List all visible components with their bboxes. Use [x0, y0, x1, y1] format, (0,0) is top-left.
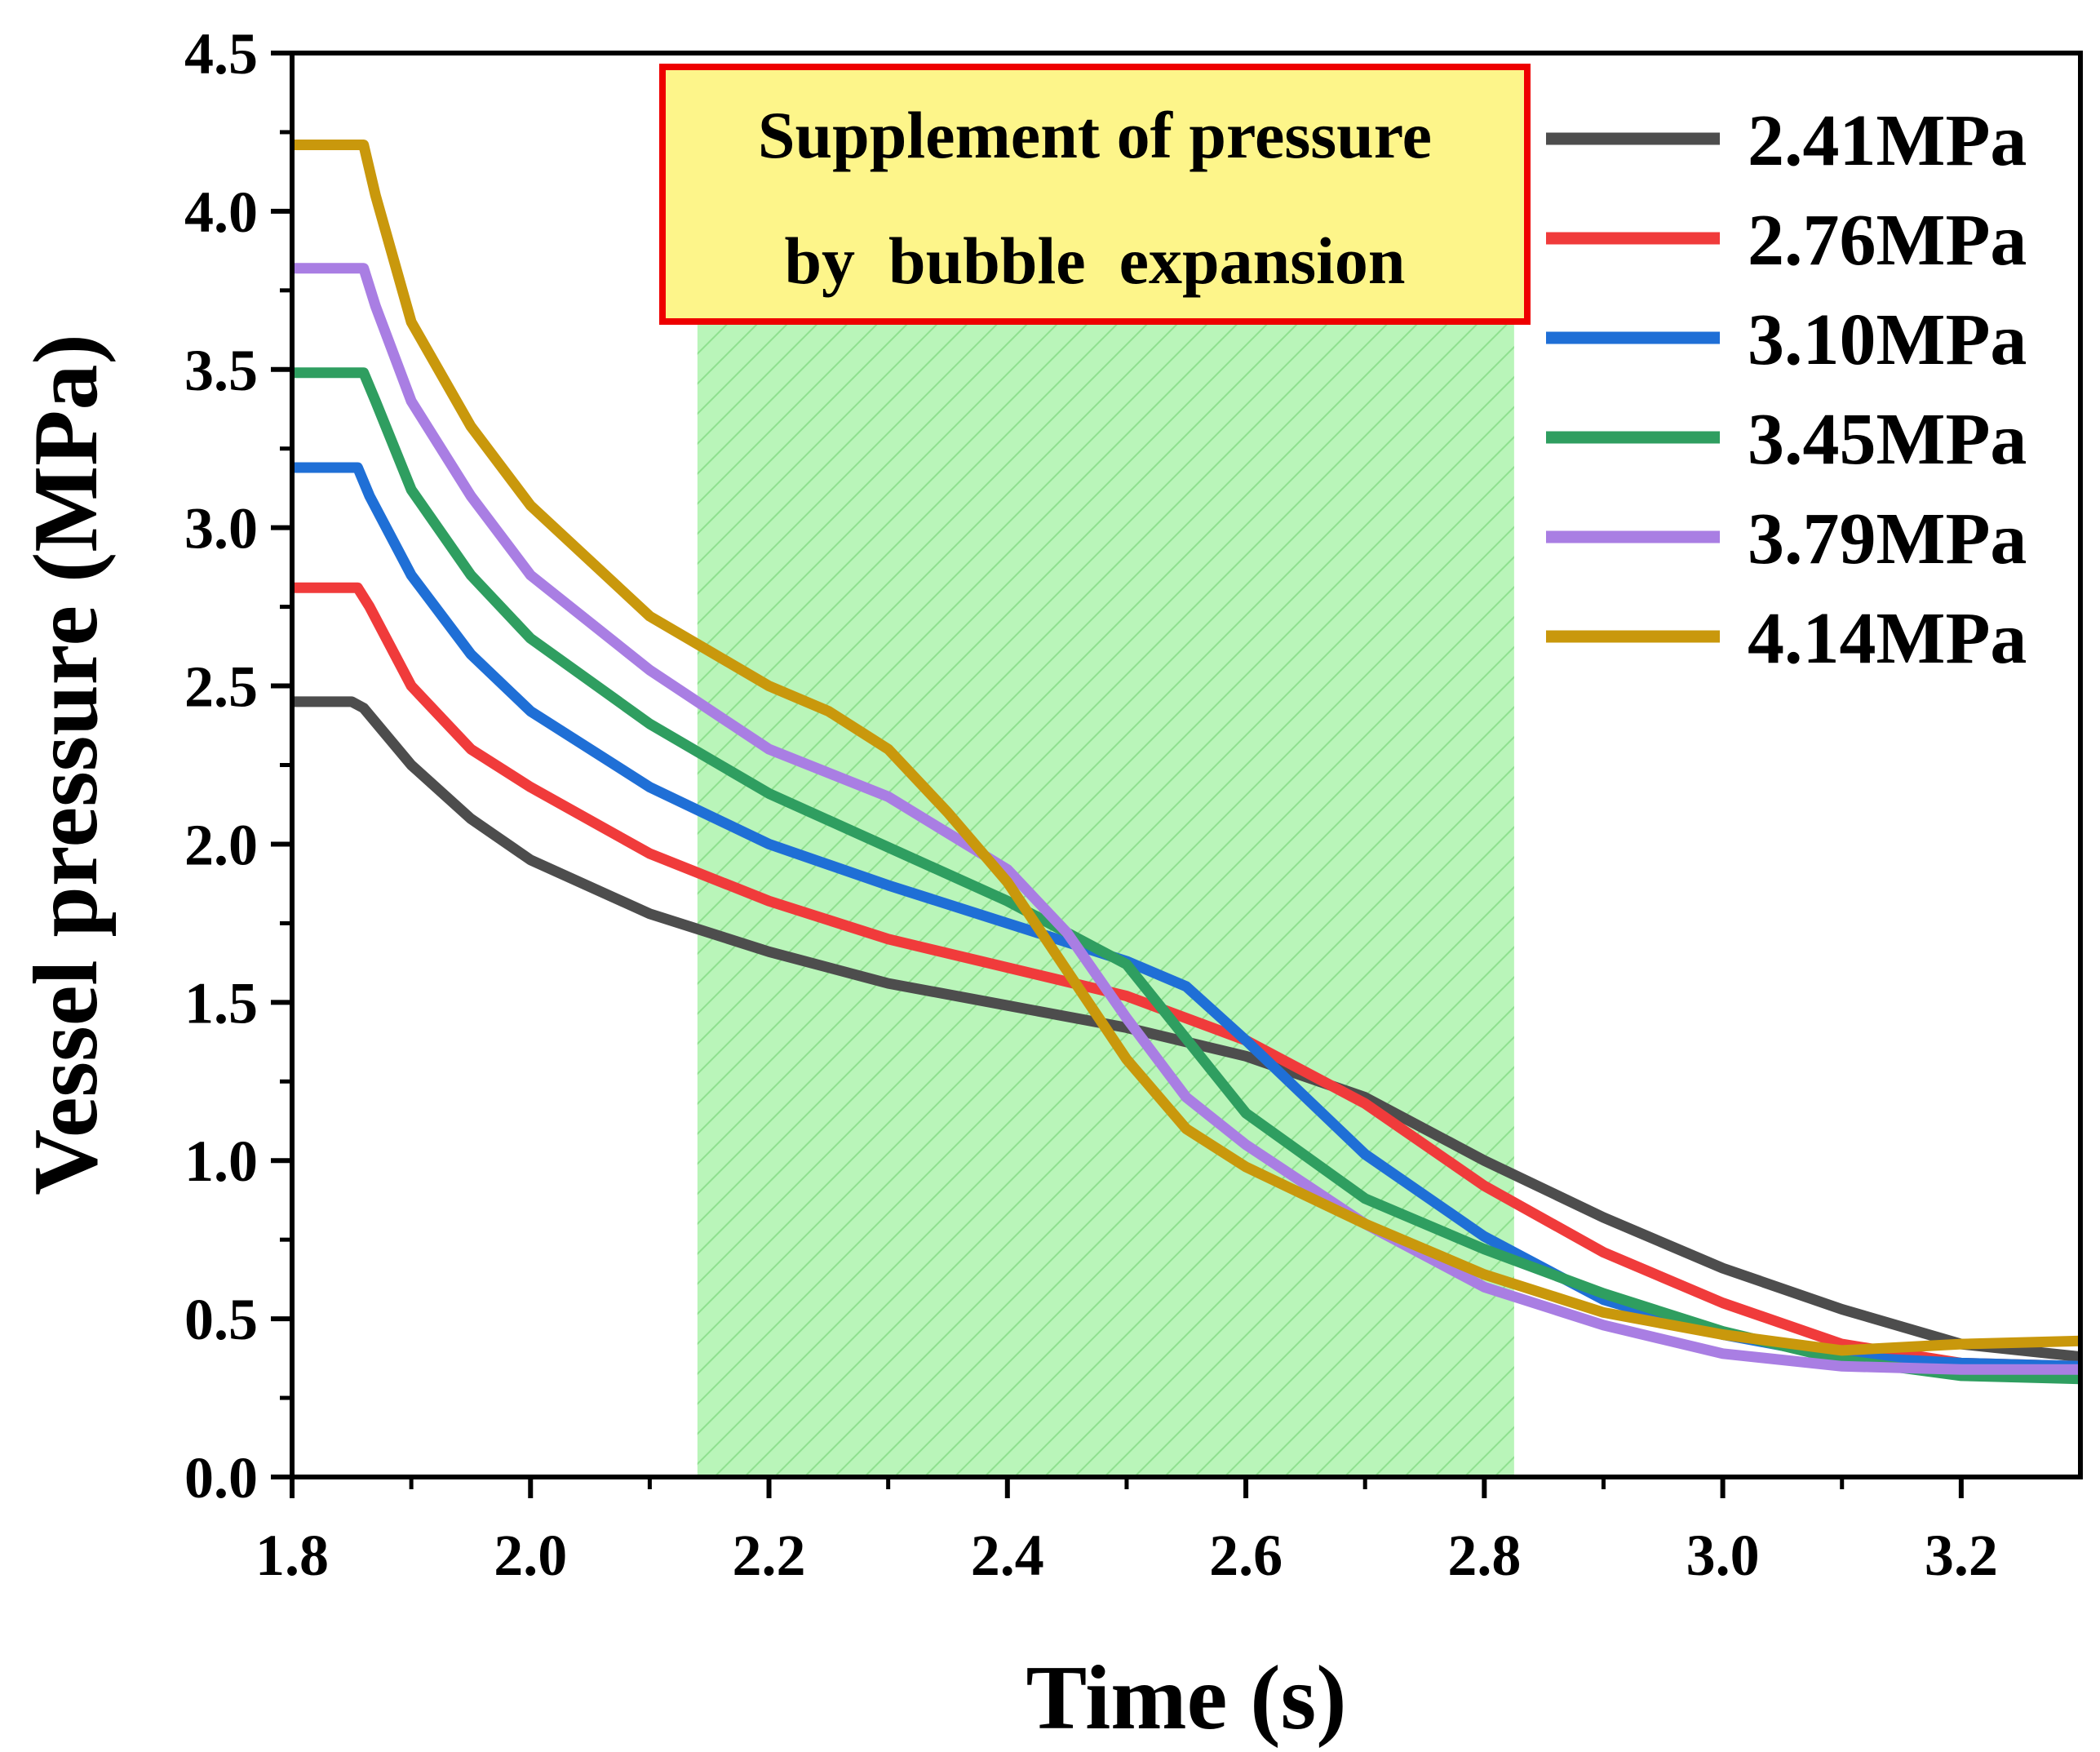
series-line-2.41MPa [292, 696, 2080, 1363]
y-tick-label: 1.5 [184, 970, 258, 1036]
annotation-line-1: Supplement of pressure [758, 98, 1432, 172]
annotation-line-2: by bubble expansion [784, 224, 1405, 298]
y-tick-label: 1.0 [184, 1129, 258, 1194]
y-tick-label: 4.5 [184, 21, 258, 86]
x-tick-label: 3.2 [1925, 1523, 1998, 1588]
x-tick-label: 2.0 [494, 1523, 567, 1588]
series-line-3.79MPa [292, 263, 2080, 1375]
axis-ticks: 1.8 2.0 2.2 2.4 2.6 2.8 3.0 3.2 0.0 0.5 1.0 1.5 2.0 2… [184, 21, 1998, 1588]
series-layer [292, 140, 2080, 1385]
legend-label-3.10MPa: 3.10MPa [1748, 299, 2027, 380]
x-tick-label: 2.4 [971, 1523, 1044, 1588]
legend-label-2.76MPa: 2.76MPa [1748, 200, 2027, 281]
legend-label-4.14MPa: 4.14MPa [1748, 598, 2027, 679]
shaded-region-hatch [697, 322, 1514, 1477]
legend-label-2.41MPa: 2.41MPa [1748, 100, 2027, 181]
y-tick-label: 3.0 [184, 496, 258, 561]
y-axis-title: Vessel pressure (MPa) [16, 334, 117, 1195]
x-tick-label: 2.6 [1209, 1523, 1283, 1588]
x-axis-title: Time (s) [1026, 1648, 1347, 1749]
x-tick-label: 3.0 [1686, 1523, 1760, 1588]
annotation-box: Supplement of pressure by bubble expansi… [659, 64, 1531, 325]
y-tick-label: 2.0 [184, 812, 258, 877]
legend: 2.41MPa 2.76MPa 3.10MPa 3.45MPa 3.79MPa 4.14M… [1546, 100, 2027, 679]
y-tick-label: 2.5 [184, 654, 258, 720]
y-tick-label: 0.5 [184, 1287, 258, 1352]
series-line-2.76MPa [292, 582, 2080, 1372]
series-line-4.14MPa [292, 140, 2080, 1356]
legend-label-3.79MPa: 3.79MPa [1748, 499, 2027, 579]
legend-label-3.45MPa: 3.45MPa [1748, 399, 2027, 480]
y-tick-label: 4.0 [184, 180, 258, 245]
annotation-frame [659, 64, 1531, 325]
y-tick-label: 3.5 [184, 338, 258, 403]
x-tick-label: 2.8 [1447, 1523, 1521, 1588]
x-tick-label: 1.8 [255, 1523, 329, 1588]
y-tick-label: 0.0 [184, 1445, 258, 1510]
x-tick-label: 2.2 [733, 1523, 806, 1588]
